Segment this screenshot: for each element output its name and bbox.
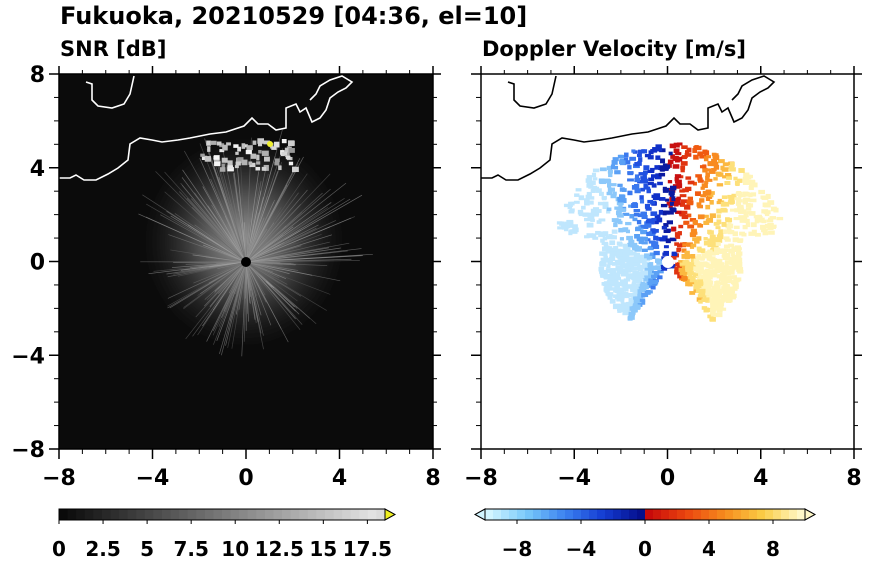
doppler-colorbar-tick-label: 4 (702, 537, 716, 561)
snr-x-tick-label: 8 (425, 466, 440, 491)
snr-colorbar-tick-label: 7.5 (173, 537, 208, 561)
snr-x-tick-label: −8 (42, 466, 76, 491)
doppler-colorbar-tick-label: 8 (766, 537, 780, 561)
doppler-x-tick-label: 4 (753, 466, 768, 491)
doppler-coastline (481, 75, 776, 181)
doppler-x-tick-label: 8 (846, 466, 861, 491)
snr-y-tick-label: 0 (30, 251, 45, 276)
snr-axes: −8 −4 0 4 8 8 4 0 −4 −8 (11, 63, 441, 491)
snr-colorbar-tick-label: 17.5 (343, 537, 392, 561)
doppler-colorbar: −8 −4 0 4 8 (473, 508, 817, 561)
radar-site-marker (241, 257, 251, 267)
snr-coastline (59, 75, 354, 181)
snr-colorbar: 0 2.5 5 7.5 10 12.5 15 17.5 (52, 508, 397, 561)
doppler-x-tick-label: −8 (464, 466, 498, 491)
doppler-echo-field (556, 142, 784, 322)
panel-title-doppler: Doppler Velocity [m/s] (482, 37, 746, 61)
doppler-colorbar-tick-label: −4 (566, 537, 597, 561)
figure-title: Fukuoka, 20210529 [04:36, el=10] (60, 2, 527, 30)
panel-title-snr: SNR [dB] (60, 37, 166, 61)
snr-peak-marker (267, 141, 273, 147)
snr-y-tick-label: −8 (11, 438, 45, 463)
doppler-x-tick-label: 0 (660, 466, 675, 491)
doppler-colorbar-tick-label: 0 (638, 537, 652, 561)
snr-panel: −8 −4 0 4 8 8 4 0 −4 −8 (11, 63, 441, 491)
doppler-x-tick-label: −4 (557, 466, 591, 491)
snr-colorbar-tick-label: 0 (52, 537, 66, 561)
doppler-panel: −8 −4 0 4 8 (464, 66, 862, 491)
snr-colorbar-tick-label: 2.5 (85, 537, 120, 561)
snr-y-tick-label: 4 (30, 157, 45, 182)
doppler-axes: −8 −4 0 4 8 (464, 66, 862, 491)
snr-colorbar-tick-label: 10 (221, 537, 249, 561)
snr-y-tick-label: −4 (11, 344, 45, 369)
snr-echo-field (138, 129, 373, 357)
snr-y-tick-label: 8 (30, 63, 45, 88)
snr-colorbar-tick-label: 12.5 (255, 537, 304, 561)
snr-colorbar-tick-label: 5 (140, 537, 154, 561)
snr-x-tick-label: 4 (332, 466, 347, 491)
snr-x-tick-label: 0 (238, 466, 253, 491)
doppler-colorbar-tick-label: −8 (502, 537, 533, 561)
snr-x-tick-label: −4 (136, 466, 170, 491)
snr-colorbar-tick-label: 15 (309, 537, 337, 561)
